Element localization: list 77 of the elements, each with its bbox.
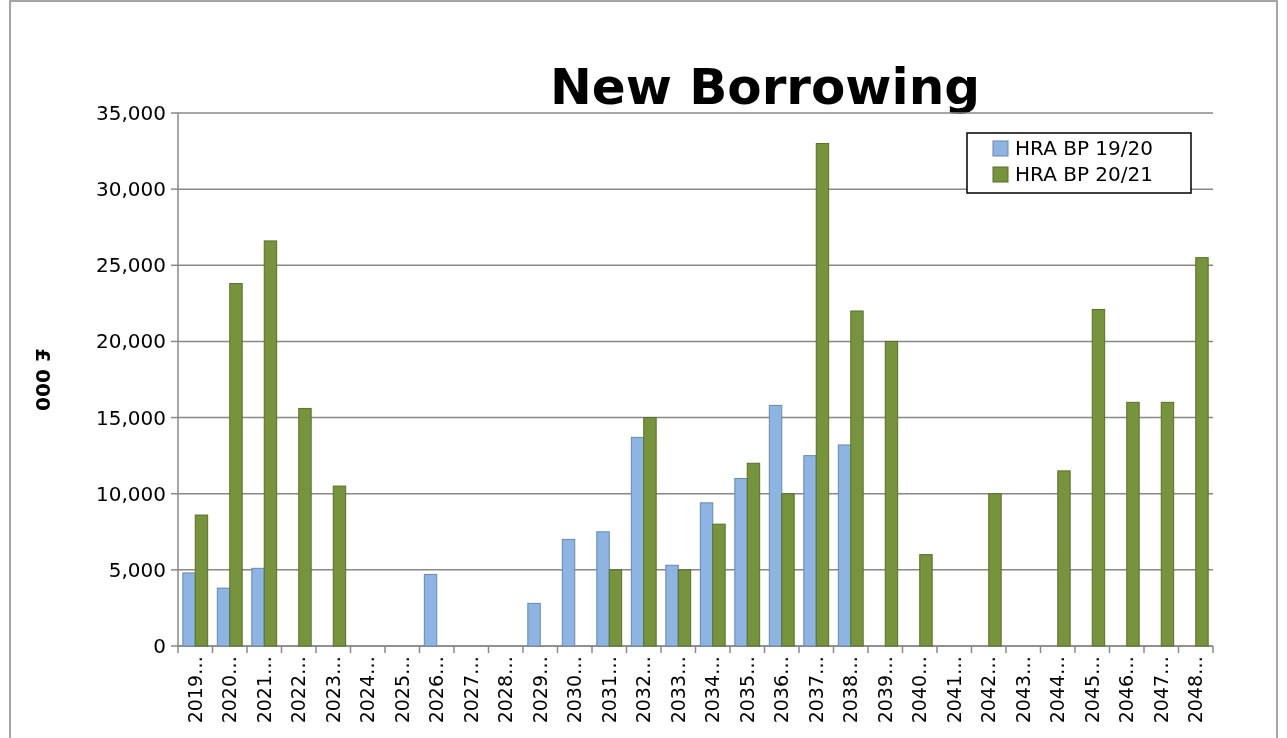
bar — [665, 564, 679, 647]
bar — [919, 554, 933, 647]
x-tick-label: 2048… — [1184, 656, 1207, 724]
x-tick-label: 2019… — [183, 656, 206, 724]
bar — [251, 567, 265, 647]
bar — [630, 436, 645, 647]
y-tick-label: 0 — [153, 634, 166, 658]
x-tick-label: 2035… — [735, 656, 758, 724]
bar — [596, 531, 610, 647]
x-tick-label: 2039… — [873, 656, 896, 724]
bar — [781, 493, 795, 647]
x-tick-label: 2043… — [1011, 656, 1034, 724]
x-tick-label: 2027… — [459, 656, 482, 724]
legend-label: HRA BP 20/21 — [1015, 162, 1153, 186]
bar — [182, 572, 196, 647]
y-tick-label: 30,000 — [96, 177, 166, 202]
bar — [527, 602, 541, 647]
bar — [263, 240, 278, 647]
bar — [677, 569, 692, 647]
bar — [699, 502, 714, 647]
bar — [1091, 308, 1106, 647]
x-tick-label: 2047… — [1149, 656, 1172, 724]
y-tick-label: 25,000 — [96, 253, 166, 278]
x-tick-label: 2041… — [942, 656, 965, 724]
bar — [815, 142, 830, 647]
bar — [298, 407, 312, 647]
bar — [768, 404, 783, 647]
bar — [1126, 401, 1140, 647]
x-tick-label: 2046… — [1115, 656, 1138, 724]
bar — [803, 455, 817, 647]
bar — [734, 477, 748, 647]
bar — [1195, 257, 1209, 647]
x-tick-label: 2032… — [632, 656, 655, 724]
y-tick-label: 15,000 — [96, 405, 166, 430]
x-tick-label: 2042… — [977, 656, 1000, 724]
bar — [1057, 470, 1071, 647]
bar — [712, 523, 726, 647]
y-axis-title: £ 000 — [31, 348, 55, 411]
x-tick-label: 2038… — [839, 656, 862, 724]
x-tick-label: 2028… — [494, 656, 517, 724]
x-tick-label: 2022… — [287, 656, 310, 724]
x-tick-label: 2037… — [804, 656, 827, 724]
x-tick-label: 2025… — [390, 656, 413, 724]
x-tick-label: 2023… — [321, 656, 344, 724]
bar — [837, 444, 852, 647]
bar — [423, 573, 438, 647]
bar — [643, 417, 657, 647]
bar — [332, 485, 347, 647]
y-tick-label: 10,000 — [96, 481, 166, 506]
x-tick-label: 2034… — [701, 656, 724, 724]
x-tick-label: 2044… — [1046, 656, 1069, 724]
x-tick-label: 2029… — [528, 656, 551, 724]
x-tick-label: 2036… — [770, 656, 793, 724]
x-tick-label: 2021… — [252, 656, 275, 724]
y-tick-label: 5,000 — [108, 557, 166, 582]
x-tick-label: 2024… — [356, 656, 379, 724]
chart-title: New Borrowing — [549, 58, 981, 116]
bar — [988, 493, 1002, 647]
x-tick-label: 2045… — [1080, 656, 1103, 724]
bar — [608, 569, 623, 647]
x-tick-label: 2030… — [563, 656, 586, 724]
bar — [746, 462, 761, 647]
y-tick-label: 20,000 — [96, 329, 166, 354]
x-tick-label: 2040… — [908, 656, 931, 724]
legend-label: HRA BP 19/20 — [1015, 136, 1153, 160]
bar — [216, 587, 231, 647]
bar — [884, 340, 899, 647]
bar — [194, 514, 209, 647]
bar — [561, 538, 576, 647]
x-tick-label: 2033… — [666, 656, 689, 724]
bar — [1160, 401, 1175, 647]
y-tick-label: 35,000 — [96, 101, 166, 125]
bar — [229, 283, 243, 647]
x-tick-label: 2020… — [218, 656, 241, 724]
x-tick-label: 2031… — [597, 656, 620, 724]
bar — [850, 310, 864, 647]
x-tick-label: 2026… — [425, 656, 448, 724]
